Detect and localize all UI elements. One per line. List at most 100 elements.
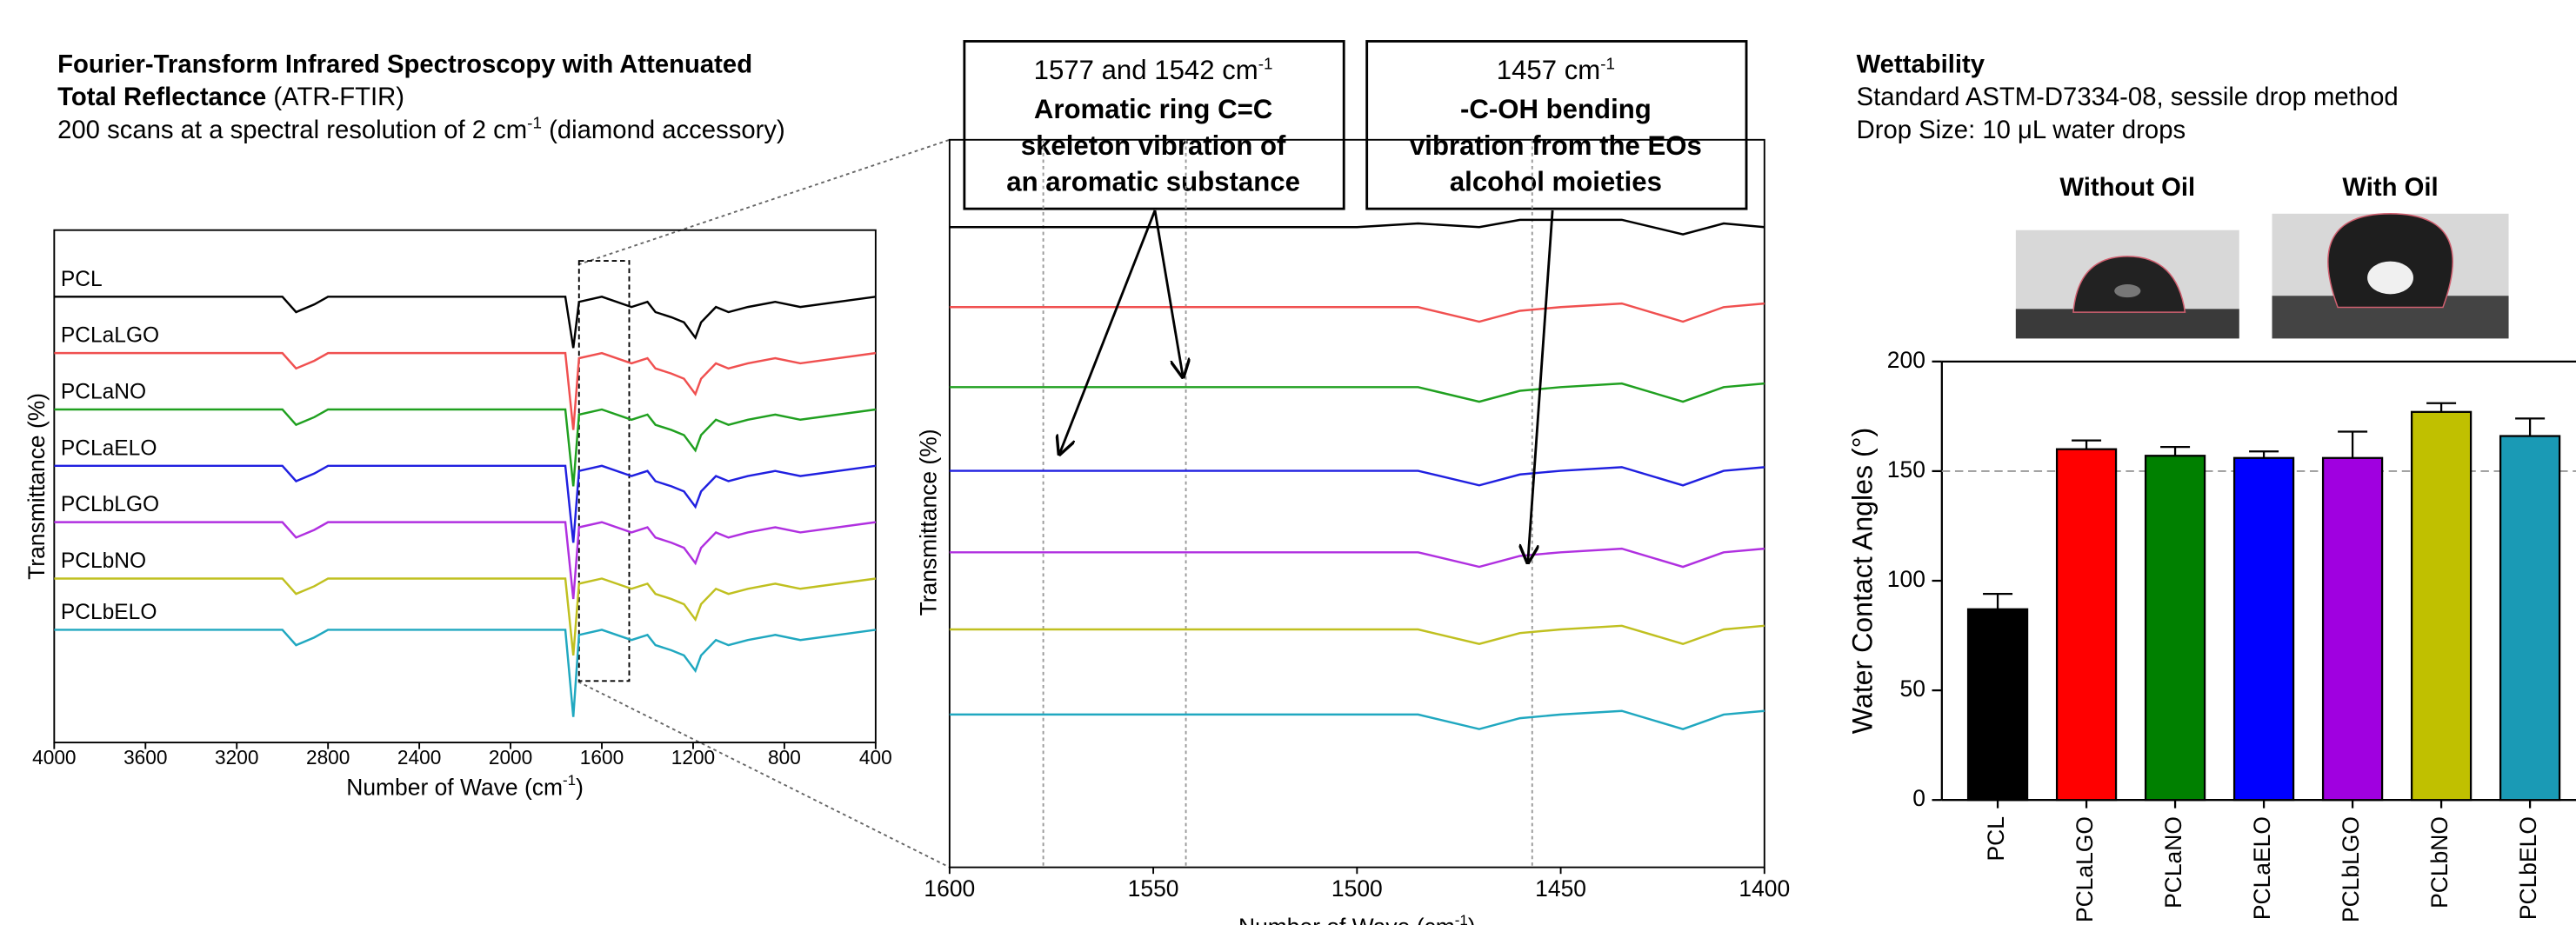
- ftir-title-bold: Total Reflectance: [57, 83, 266, 111]
- x-tick-label: 1450: [1535, 875, 1586, 902]
- x-tick-label: 4000: [32, 746, 76, 769]
- callout-sup: -1: [1258, 56, 1273, 74]
- series-label: PCLaNO: [61, 381, 146, 404]
- y-tick-label: 50: [1900, 675, 1925, 702]
- callout-value-text: 1577 and 1542 cm: [1034, 55, 1258, 85]
- image-caption: Without Oil: [2059, 174, 2195, 202]
- callout-box: [1365, 40, 1748, 210]
- x-axis-label: Number of Wave (cm-1): [1238, 912, 1476, 925]
- wettability-line: Drop Size: 10 μL water drops: [1857, 116, 2186, 144]
- spectrum-line: [54, 629, 877, 717]
- x-tick-label: PCLbLGO: [2338, 816, 2364, 922]
- x-tick-label: 3600: [123, 746, 167, 769]
- spectrum-line: [54, 408, 877, 487]
- spectrum-line: [949, 547, 1765, 569]
- ftir-title-2: Total Reflectance (ATR-FTIR): [57, 83, 404, 111]
- callout-line: -C-OH bending: [1460, 94, 1652, 124]
- subtitle-sup: -1: [527, 115, 542, 133]
- callout-arrow: [1153, 210, 1183, 376]
- callout-arrow: [1059, 210, 1157, 454]
- wettability-line: Standard ASTM-D7334-08, sessile drop met…: [1857, 83, 2399, 111]
- spectrum-line: [949, 466, 1765, 487]
- callout-value: 1577 and 1542 cm-1: [1034, 55, 1273, 85]
- x-tick-label: PCLaNO: [2160, 816, 2186, 908]
- callout-arrow: [1528, 210, 1554, 562]
- x-tick-label: 2400: [397, 746, 441, 769]
- bar: [1966, 608, 2029, 802]
- x-tick-label: 1600: [580, 746, 624, 769]
- bar: [2321, 456, 2384, 802]
- x-axis-label: Number of Wave (cm-1): [346, 772, 584, 800]
- series-label: PCLaELO: [61, 436, 157, 460]
- spectrum-line: [54, 521, 877, 600]
- subtitle-rest: (diamond accessory): [542, 116, 785, 144]
- charts: 4000 3600 3200 2800 2400 2000 1600 1200 800 400 PC…: [32, 138, 2576, 922]
- x-tick-label: 3200: [215, 746, 258, 769]
- droplet-photo: [2272, 213, 2509, 339]
- spectrum-line: [949, 218, 1765, 236]
- spectrum-line: [54, 296, 877, 349]
- zoom-box: [577, 260, 631, 682]
- bar: [2232, 456, 2295, 802]
- y-tick-label: 200: [1887, 347, 1925, 373]
- callout-line: skeleton vibration of: [1021, 130, 1286, 161]
- x-tick-label: PCL: [1983, 816, 2009, 861]
- ftir-subtitle: 200 scans at a spectral resolution of 2 …: [57, 115, 785, 144]
- x-tick-label: 1400: [1738, 875, 1790, 902]
- zoom-connector: [577, 681, 951, 868]
- x-tick-label: 1500: [1331, 875, 1383, 902]
- x-tick-label: 1600: [924, 875, 975, 902]
- x-tick-label: 1200: [671, 746, 715, 769]
- y-axis-label: Transmittance (%): [23, 393, 50, 580]
- spectrum-line: [949, 624, 1765, 646]
- series-label: PCLbLGO: [61, 493, 159, 516]
- series-label: PCL: [61, 268, 103, 291]
- spectrum-line: [54, 577, 877, 656]
- x-tick-label: PCLbNO: [2426, 816, 2453, 908]
- x-axis-label-sup: -1: [563, 772, 576, 789]
- callout-value: 1457 cm-1: [1497, 55, 1615, 85]
- x-tick-label: PCLbELO: [2515, 816, 2541, 920]
- spectrum-line: [54, 464, 877, 543]
- series-label: PCLaLGO: [61, 324, 159, 348]
- callout-line: vibration from the EOs: [1410, 130, 1702, 161]
- y-axis-label: Water Contact Angles (°): [1847, 428, 1879, 734]
- callout-sup: -1: [1600, 56, 1615, 74]
- x-tick-label: 1550: [1128, 875, 1179, 902]
- y-tick-label: 150: [1887, 456, 1925, 482]
- ftir-title-rest: (ATR-FTIR): [266, 83, 404, 111]
- y-tick-label: 100: [1887, 566, 1925, 592]
- subtitle-text: 200 scans at a spectral resolution of 2 …: [57, 116, 527, 144]
- y-axis-label: Transmittance (%): [916, 429, 942, 616]
- zoom-connector: [577, 138, 951, 266]
- x-tick-label: 400: [859, 746, 892, 769]
- callout-line: alcohol moieties: [1450, 166, 1662, 196]
- spectrum-line: [949, 302, 1765, 323]
- bar: [2055, 448, 2118, 802]
- spectrum-line: [949, 709, 1765, 730]
- x-tick-label: PCLaELO: [2249, 816, 2275, 920]
- image-caption: With Oil: [2342, 174, 2438, 202]
- x-tick-label: PCLaLGO: [2072, 816, 2098, 922]
- x-tick-label: 2800: [306, 746, 350, 769]
- spectrum-line: [54, 351, 877, 430]
- bar: [2144, 455, 2206, 802]
- x-axis-label-sup: -1: [1455, 912, 1468, 925]
- bar: [2499, 435, 2561, 802]
- x-tick-label: 800: [768, 746, 801, 769]
- plot-frame: [948, 138, 1765, 868]
- droplet-photo: [2015, 230, 2239, 339]
- ftir-title: Fourier-Transform Infrared Spectroscopy …: [57, 50, 752, 78]
- x-tick-label: 2000: [489, 746, 532, 769]
- series-label: PCLbELO: [61, 601, 157, 624]
- wettability-title: Wettability: [1857, 50, 1985, 78]
- callout-line: Aromatic ring C=C: [1034, 94, 1272, 124]
- x-axis-label-end: ): [1468, 914, 1476, 925]
- x-axis-label-text: Number of Wave (cm: [346, 775, 563, 801]
- series-label: PCLbNO: [61, 549, 146, 573]
- callout-value-text: 1457 cm: [1497, 55, 1601, 85]
- spectrum-line: [949, 382, 1765, 403]
- callout-box: [963, 40, 1345, 210]
